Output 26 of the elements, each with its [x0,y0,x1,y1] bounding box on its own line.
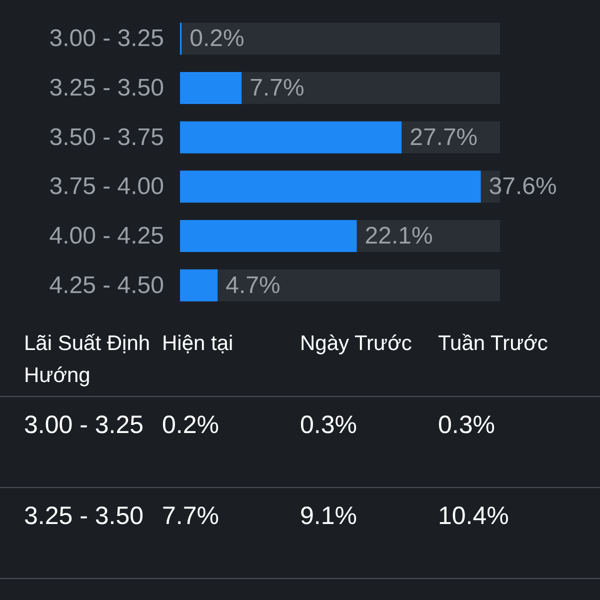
category-label: Tuần Trước [438,331,549,357]
category-label: Lãi Suất Định Hướng [24,331,152,389]
y-tick-label: 3.00 - 3.25 [49,25,164,52]
category-label: Ngày Trước [300,331,413,357]
text: 10.4% [438,501,510,532]
bar [180,72,242,104]
y-tick-label: 4.25 - 4.50 [49,272,164,299]
y-tick-label: 3.25 - 3.50 [49,74,164,102]
text: 0.3% [438,410,496,441]
y-tick-label: 3.50 - 3.75 [49,124,164,151]
data-label: 0.2% [190,25,244,52]
data-label: 7.7% [250,74,304,102]
text: 9.1% [300,501,358,532]
text: 3.25 - 3.50 [24,501,145,532]
text: 7.7% [162,501,220,532]
data-label: 22.1% [364,222,433,250]
data-label: 27.7% [410,124,478,151]
data-label: 4.7% [226,272,280,299]
text: 3.00 - 3.25 [24,410,145,441]
data-label: 37.6% [488,173,557,200]
y-tick-label: 3.75 - 4.00 [49,173,164,200]
text: 0.2% [162,410,220,441]
category-label: Hiện tại [162,331,234,357]
text: 0.3% [300,410,358,441]
y-tick-label: 4.00 - 4.25 [49,222,164,250]
bar [180,269,218,302]
